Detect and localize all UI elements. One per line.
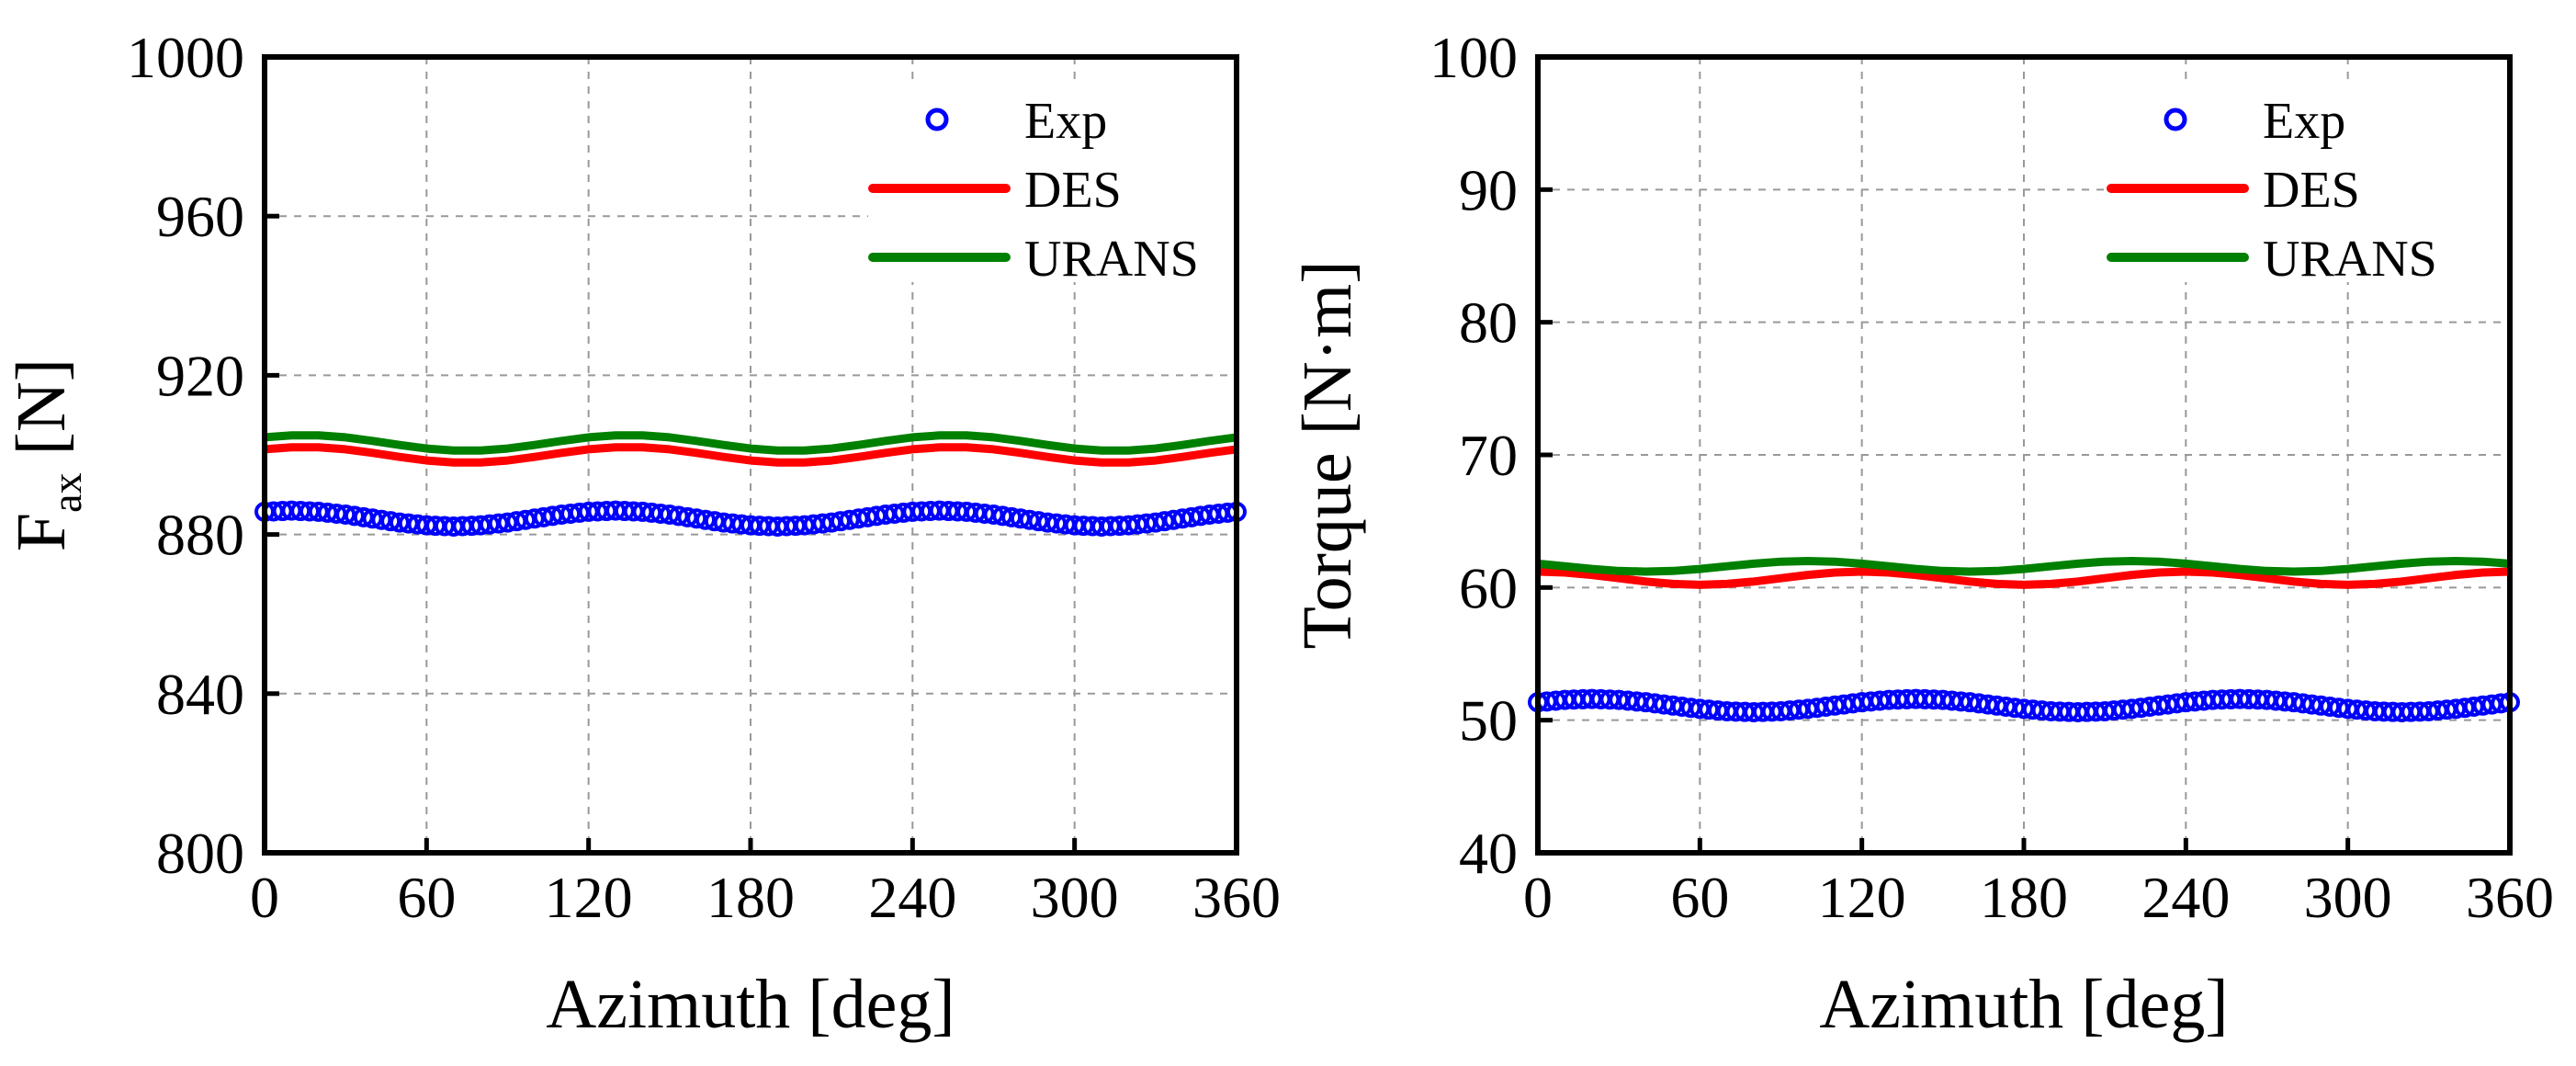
series-line-urans: [264, 431, 1237, 455]
y-tick-label: 920: [156, 343, 244, 408]
y-axis-label: Fax [N]: [3, 358, 90, 551]
axial-force-chart: 0 60 120 180 240 300 360 800 840 880 920 960 1000 Azi…: [3, 25, 1281, 1043]
x-tick-label: 0: [1523, 865, 1553, 930]
x-tick-label: 180: [706, 865, 795, 930]
y-tick-label: 840: [156, 662, 244, 727]
legend-label-urans: URANS: [2263, 231, 2437, 288]
y-tick-label: 880: [156, 503, 244, 568]
x-tick-label: 0: [250, 865, 279, 930]
x-tick-label: 300: [1031, 865, 1119, 930]
y-tick-label: 960: [156, 184, 244, 249]
y-axis-label: Torque [N·m]: [1289, 260, 1366, 649]
y-axis-label-main: Torque [N·m]: [1289, 260, 1366, 649]
x-tick-label: 180: [1980, 865, 2068, 930]
legend: Exp DES URANS: [868, 93, 1199, 288]
x-tick-label: 360: [2466, 865, 2554, 930]
x-tick-label: 60: [397, 865, 456, 930]
y-tick-label: 70: [1459, 423, 1518, 488]
x-tick-label: 240: [2141, 865, 2230, 930]
x-tick-label: 60: [1670, 865, 1729, 930]
y-tick-label: 80: [1459, 290, 1518, 356]
legend-marker-exp: [2164, 108, 2187, 131]
legend-label-urans: URANS: [1024, 231, 1199, 288]
legend-label-des: DES: [2263, 162, 2360, 219]
x-tick-label: 120: [545, 865, 633, 930]
x-tick-label: 120: [1818, 865, 1906, 930]
x-axis-label: Azimuth [deg]: [1819, 966, 2228, 1043]
torque-chart: 0 60 120 180 240 300 360 40 50 60 70 80 90 100 Azimuth…: [1289, 25, 2554, 1043]
x-tick-label: 240: [868, 865, 956, 930]
y-tick-label: 40: [1459, 821, 1518, 886]
y-tick-label: 90: [1459, 157, 1518, 222]
series-line-urans: [1537, 557, 2511, 576]
legend-label-exp: Exp: [2263, 93, 2345, 150]
legend-background: [2107, 85, 2501, 282]
y-tick-label: 60: [1459, 555, 1518, 620]
x-tick-label: 360: [1192, 865, 1281, 930]
series-markers-exp: [254, 500, 1247, 537]
y-tick-label: 50: [1459, 688, 1518, 754]
y-axis-label-subscript: ax: [43, 472, 90, 512]
legend: Exp DES URANS: [2107, 93, 2437, 288]
series-line-des: [1537, 567, 2511, 589]
legend-marker-exp: [925, 108, 949, 131]
y-tick-label: 800: [156, 821, 244, 886]
x-axis-label: Azimuth [deg]: [546, 966, 955, 1043]
y-axis-label-main: F: [3, 513, 80, 551]
y-axis-label-unit: [N]: [3, 358, 80, 473]
y-tick-label: 100: [1429, 25, 1518, 90]
legend-label-des: DES: [1024, 162, 1122, 219]
y-tick-label: 1000: [127, 25, 244, 90]
series-markers-exp: [1528, 688, 2520, 723]
x-tick-label: 300: [2304, 865, 2392, 930]
legend-label-exp: Exp: [1024, 93, 1107, 150]
series-line-des: [264, 443, 1237, 467]
